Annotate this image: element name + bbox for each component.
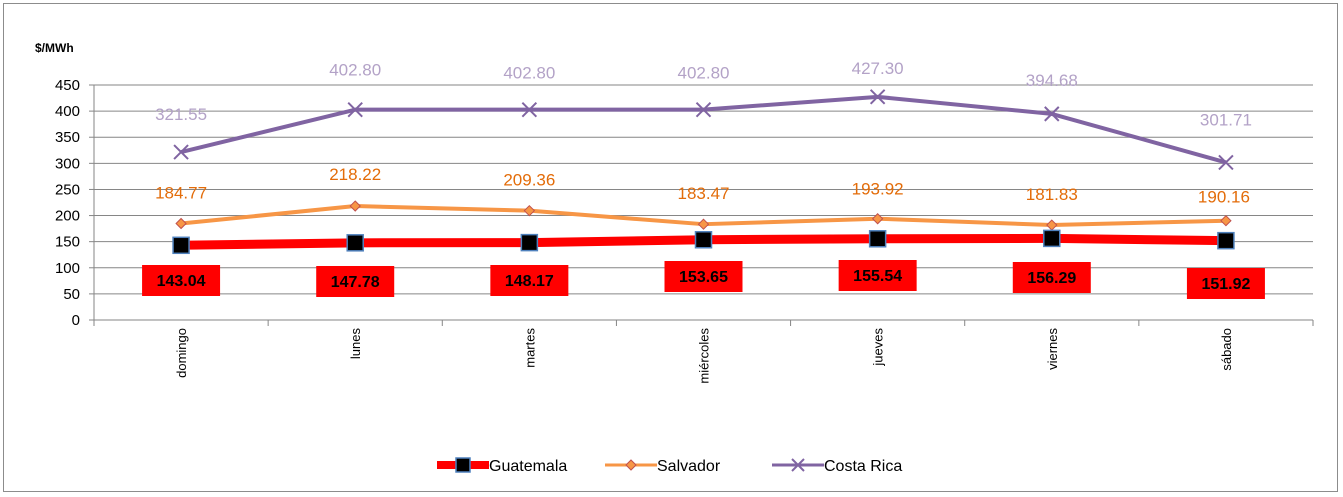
y-tick-label: 250	[55, 181, 80, 198]
data-label-costa-rica: 402.80	[503, 64, 555, 83]
data-point-guatemala	[172, 236, 190, 255]
data-label-salvador: 218.22	[329, 165, 381, 184]
data-label-salvador: 209.36	[503, 171, 555, 190]
data-point-costa-rica	[347, 101, 363, 118]
data-label-costa-rica: 427.30	[852, 59, 904, 78]
data-label-guatemala: 147.78	[331, 274, 380, 291]
data-point-costa-rica	[1044, 106, 1060, 122]
data-label-costa-rica: 402.80	[329, 61, 381, 80]
data-labels: 321.55 402.80 402.80 402.80 427.30 394.68 301.…	[142, 59, 1265, 299]
data-point-guatemala	[868, 230, 887, 248]
data-label-guatemala: 143.04	[157, 273, 206, 290]
y-tick-label: 200	[55, 208, 80, 225]
legend-marker-diamond	[625, 459, 637, 471]
legend-label: Salvador	[657, 458, 721, 475]
data-point-guatemala	[520, 233, 539, 252]
data-point-salvador	[697, 218, 710, 230]
data-label-costa-rica: 321.55	[155, 105, 207, 124]
y-axis-unit-label: $/MWh	[35, 41, 74, 55]
data-label-guatemala: 151.92	[1201, 276, 1250, 293]
data-point-costa-rica	[173, 144, 189, 160]
x-category-label: jueves	[871, 328, 886, 367]
data-label-salvador: 181.83	[1026, 185, 1078, 204]
legend: Guatemala Salvador Costa Rica	[437, 457, 902, 475]
data-point-salvador	[175, 217, 187, 230]
data-point-costa-rica	[1218, 154, 1234, 171]
y-tick-label: 450	[55, 77, 80, 94]
data-point-costa-rica	[521, 101, 538, 118]
data-point-salvador	[1046, 219, 1058, 231]
legend-label: Guatemala	[489, 458, 567, 475]
data-label-guatemala: 155.54	[853, 268, 902, 285]
data-label-guatemala: 153.65	[679, 269, 728, 286]
data-label-box-guatemala	[316, 266, 395, 297]
legend-item-costa-rica: Costa Rica	[772, 458, 902, 475]
x-category-label: viernes	[1045, 328, 1060, 370]
data-point-salvador	[871, 213, 884, 225]
x-category-label: miércoles	[697, 328, 712, 384]
y-tick-label: 350	[55, 129, 80, 146]
y-tick-label: 100	[55, 260, 80, 277]
data-point-salvador	[523, 204, 536, 217]
legend-marker-x	[791, 458, 805, 472]
data-point-costa-rica	[695, 101, 712, 118]
data-label-box-guatemala	[1186, 268, 1265, 299]
y-tick-label: 50	[63, 286, 80, 303]
y-tick-label: 0	[72, 312, 80, 329]
x-category-label: domingo	[174, 328, 189, 378]
data-point-salvador	[1220, 214, 1232, 227]
data-label-box-guatemala	[664, 261, 743, 292]
data-label-box-guatemala	[838, 260, 917, 291]
legend-item-salvador: Salvador	[605, 458, 721, 475]
y-tick-label: 400	[55, 103, 80, 120]
data-label-guatemala: 156.29	[1027, 270, 1076, 287]
data-label-salvador: 183.47	[678, 184, 730, 203]
x-category-label: sábado	[1219, 328, 1234, 371]
series-layer	[172, 89, 1235, 255]
data-label-salvador: 190.16	[1198, 188, 1250, 207]
series-line-costa-rica	[180, 94, 1227, 165]
data-label-box-guatemala	[1012, 262, 1091, 293]
x-category-label: lunes	[348, 328, 363, 360]
data-label-salvador: 193.92	[852, 180, 904, 199]
data-point-salvador	[349, 200, 361, 212]
data-label-box-guatemala	[142, 265, 221, 296]
x-axis: domingo lunes martes miércoles jueves viernes…	[93, 319, 1314, 384]
data-point-guatemala	[694, 231, 713, 249]
x-category-label: martes	[522, 328, 537, 368]
data-label-costa-rica: 301.71	[1200, 110, 1252, 129]
data-label-costa-rica: 402.80	[678, 64, 730, 83]
data-label-costa-rica: 394.68	[1026, 71, 1078, 90]
chart-frame	[3, 3, 1338, 492]
data-label-salvador: 184.77	[155, 184, 207, 203]
y-axis: 0 50 100 150 200 250 300 350 400 450	[55, 77, 95, 329]
data-label-box-guatemala	[490, 265, 569, 296]
data-label-guatemala: 148.17	[505, 273, 554, 290]
data-point-guatemala	[1043, 229, 1061, 248]
data-point-guatemala	[1217, 231, 1235, 250]
legend-marker-square	[455, 457, 471, 473]
data-point-guatemala	[346, 234, 364, 252]
y-tick-label: 300	[55, 155, 80, 172]
legend-label: Costa Rica	[824, 458, 902, 475]
legend-item-guatemala: Guatemala	[437, 457, 567, 475]
y-tick-label: 150	[55, 234, 80, 251]
data-point-costa-rica	[869, 89, 886, 105]
